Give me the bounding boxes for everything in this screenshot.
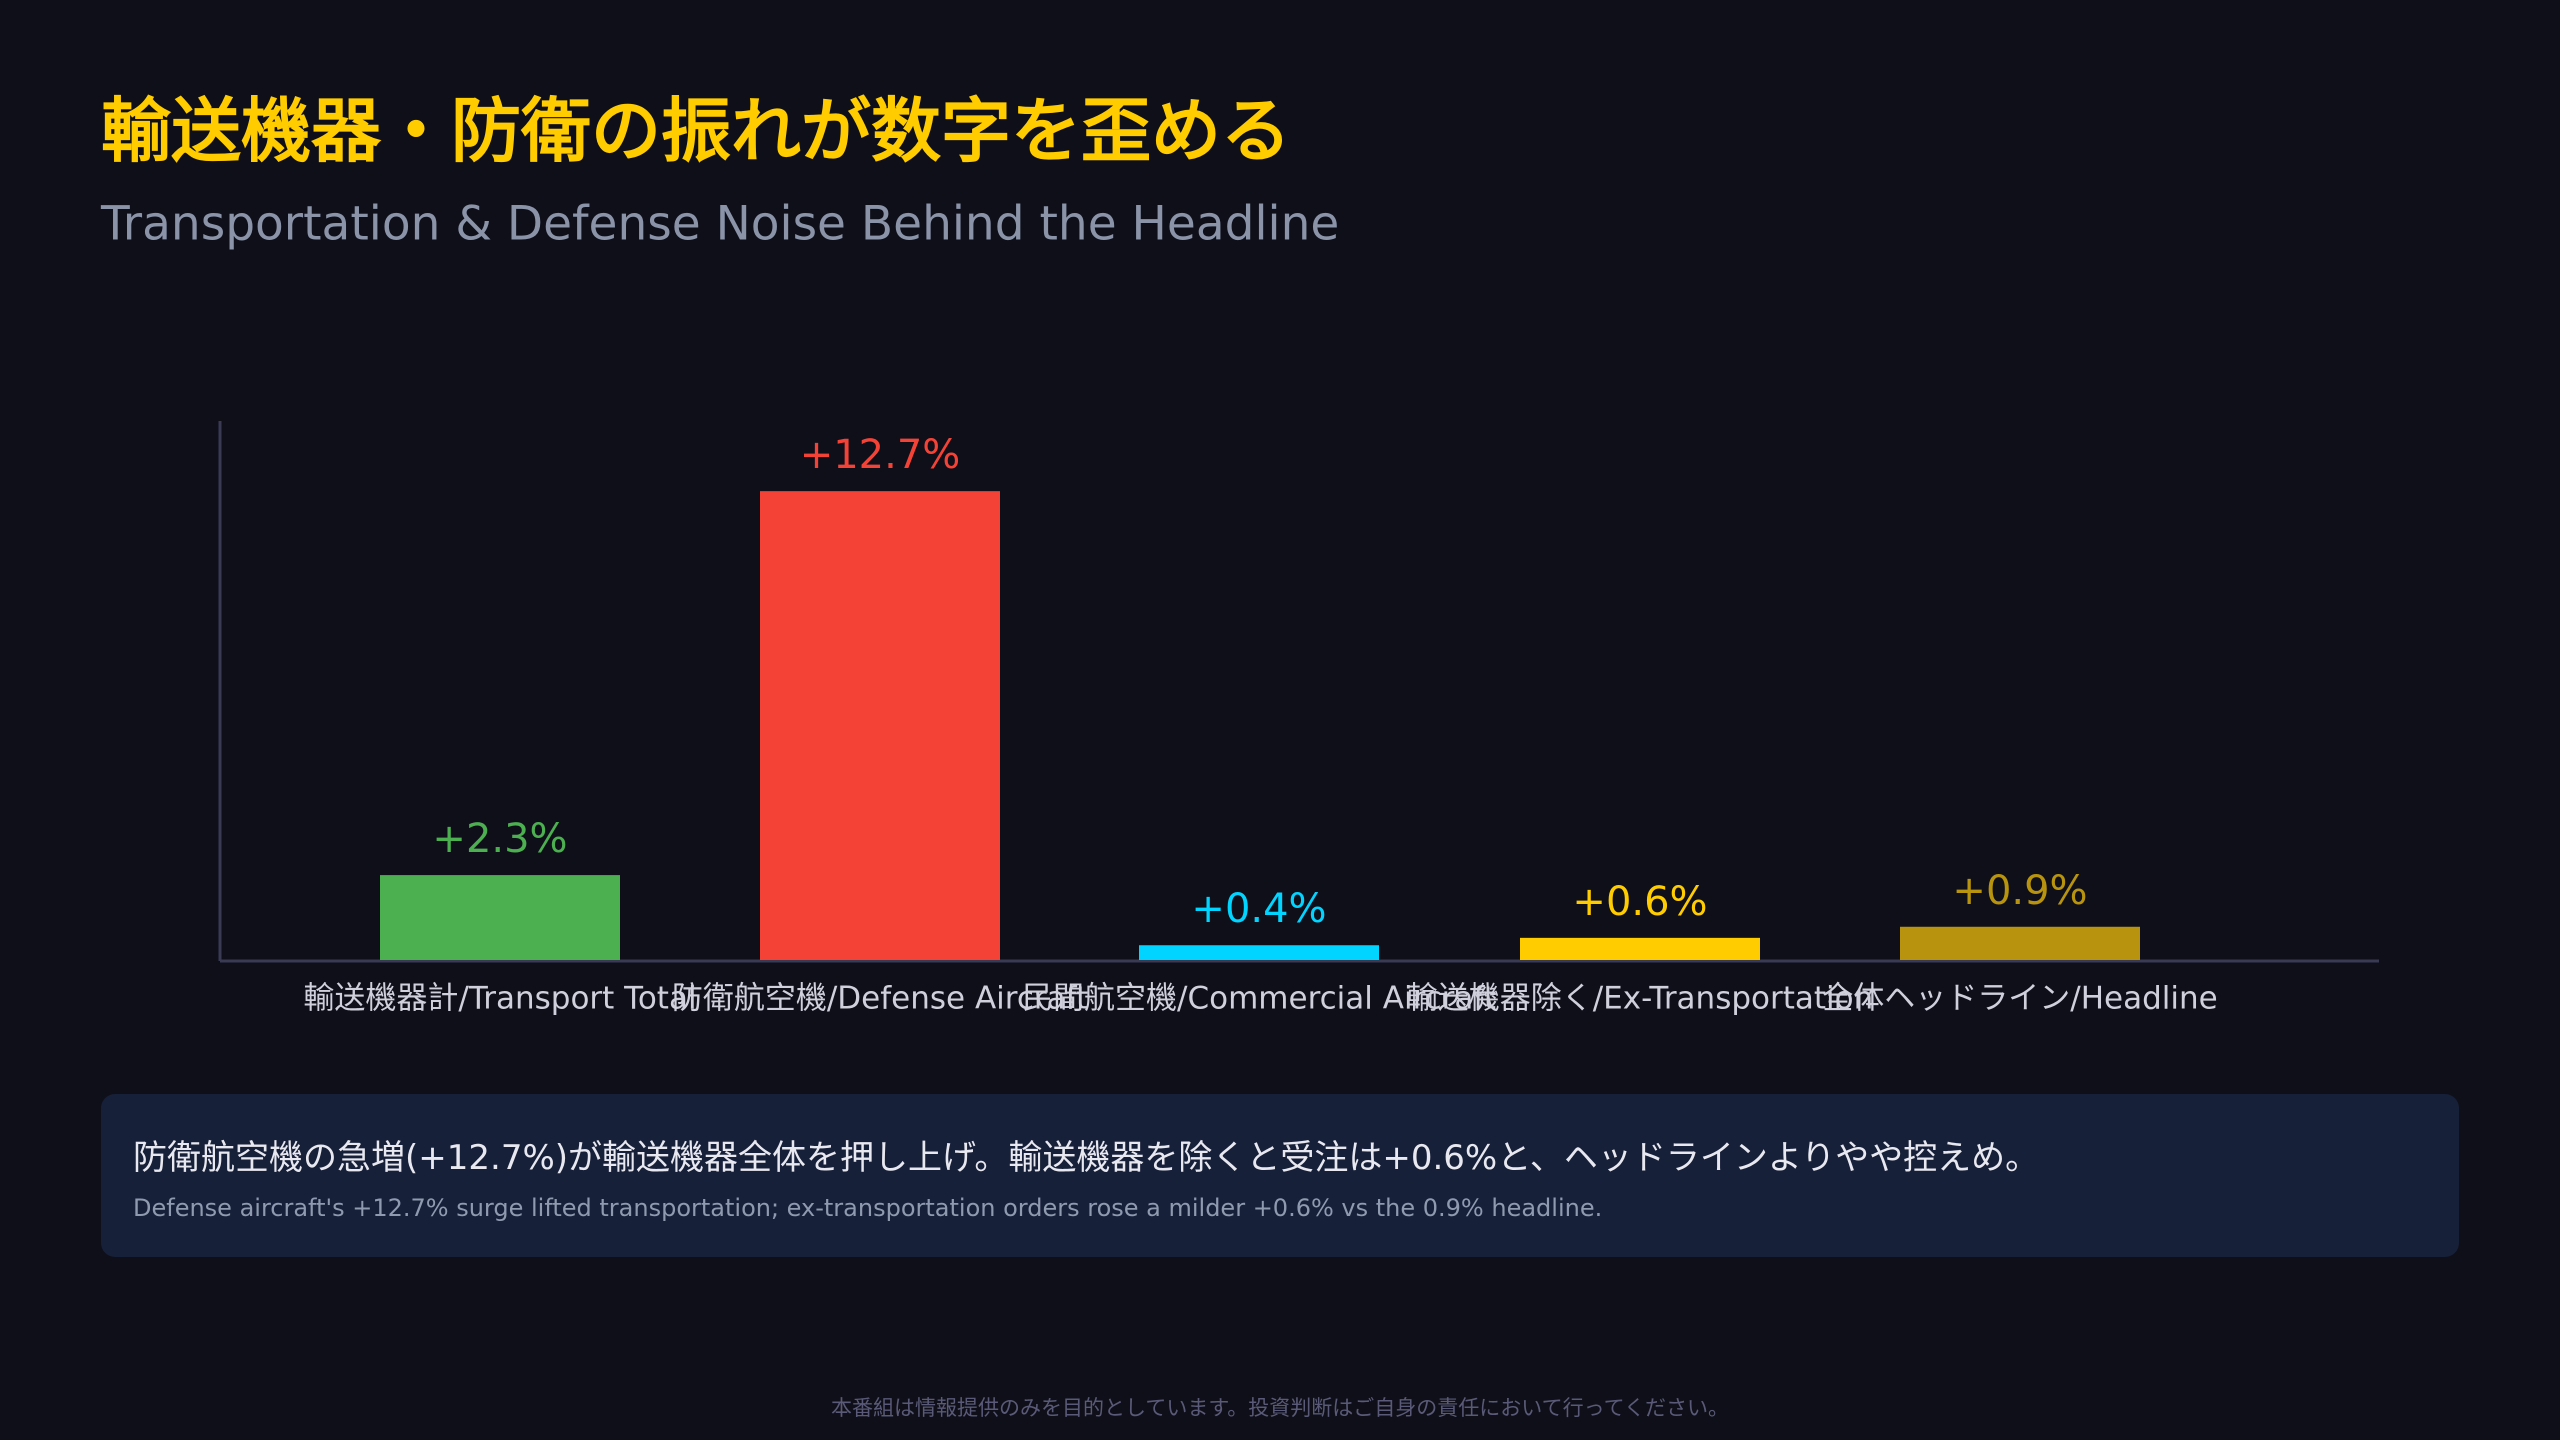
value-label: +12.7% xyxy=(800,432,961,478)
x-tick-label: 防衛航空機/Defense Aircraft xyxy=(672,981,1088,1017)
x-tick-label: 輸送機器除く/Ex-Transportation xyxy=(1407,981,1874,1017)
bar xyxy=(760,491,1000,960)
chart-title: 輸送機器・防衛の振れが数字を歪める xyxy=(101,90,1291,172)
value-label: +0.9% xyxy=(1952,868,2087,914)
chart: 輸送機器・防衛の振れが数字を歪める Transportation & Defen… xyxy=(100,90,2379,1017)
value-label: +0.4% xyxy=(1191,886,1326,932)
value-label: +2.3% xyxy=(432,816,567,862)
bar xyxy=(380,875,620,960)
note-box: 防衛航空機の急増(+12.7%)が輸送機器全体を押し上げ。輸送機器を除くと受注は… xyxy=(101,1094,2459,1257)
chart-subtitle: Transportation & Defense Noise Behind th… xyxy=(100,197,1339,252)
bar xyxy=(1520,937,1760,960)
x-tick-label: 輸送機器計/Transport Total xyxy=(303,981,696,1017)
note-subtext: Defense aircraft's +12.7% surge lifted t… xyxy=(133,1194,1603,1222)
bar xyxy=(1139,945,1379,960)
value-label: +0.6% xyxy=(1572,879,1707,925)
footer: 本番組は情報提供のみを目的としています。投資判断はご自身の責任において行ってくだ… xyxy=(831,1396,1729,1420)
bar xyxy=(1900,926,2140,960)
x-tick-label: 民間航空機/Commercial Aircraft xyxy=(1022,981,1496,1017)
x-tick-label: 全体ヘッドライン/Headline xyxy=(1822,981,2217,1017)
note-text: 防衛航空機の急増(+12.7%)が輸送機器全体を押し上げ。輸送機器を除くと受注は… xyxy=(133,1138,2040,1178)
